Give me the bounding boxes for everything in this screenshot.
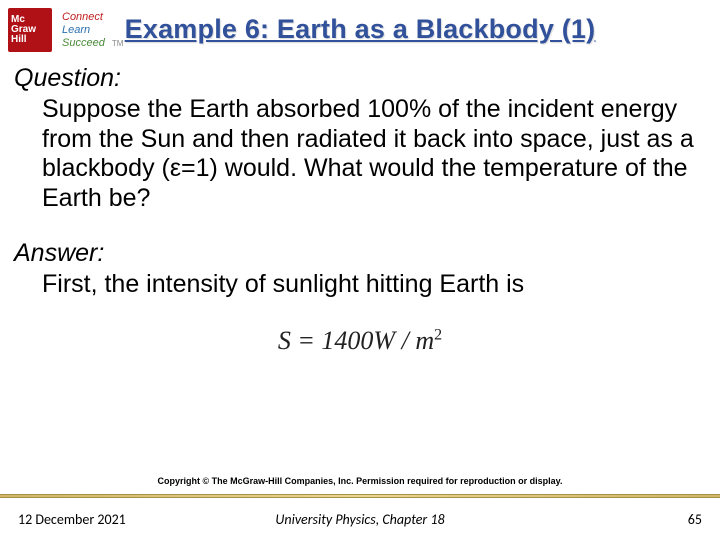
logo-tagline: Connect Learn Succeed TM [62, 11, 123, 50]
logo-box: Mc Graw Hill [8, 8, 52, 52]
tag-tm: TM [112, 39, 124, 48]
formula-val: 1400 [321, 326, 373, 355]
footer-divider [0, 494, 720, 498]
answer-body: First, the intensity of sunlight hitting… [42, 270, 706, 300]
publisher-logo: Mc Graw Hill Connect Learn Succeed TM [8, 8, 123, 52]
formula-lhs: S [278, 326, 291, 355]
slide-content: Question: Suppose the Earth absorbed 100… [14, 64, 706, 356]
tag-succeed: Succeed [62, 37, 105, 49]
slide-footer: 12 December 2021 University Physics, Cha… [0, 511, 720, 528]
logo-line3: Hill [11, 35, 49, 45]
question-body: Suppose the Earth absorbed 100% of the i… [42, 95, 706, 213]
question-label: Question: [14, 64, 706, 93]
formula-slash: / [395, 326, 415, 355]
tag-learn: Learn [62, 24, 90, 36]
formula-exp: 2 [434, 326, 442, 343]
formula: S = 1400W / m2 [14, 326, 706, 356]
answer-label: Answer: [14, 239, 706, 268]
formula-unit-w: W [373, 326, 395, 355]
copyright-notice: Copyright © The McGraw-Hill Companies, I… [0, 476, 720, 486]
formula-unit-m: m [415, 326, 434, 355]
formula-eq: = [291, 326, 322, 355]
footer-center: University Physics, Chapter 18 [0, 511, 720, 528]
tag-connect: Connect [62, 11, 103, 23]
